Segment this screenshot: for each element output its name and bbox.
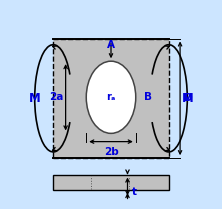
Bar [53,38,169,158]
Text: 2a: 2a [49,92,63,102]
Text: M: M [29,92,41,105]
Bar [53,175,169,190]
Text: A: A [107,40,115,50]
Text: M: M [181,92,193,105]
Text: D: D [184,93,193,103]
Ellipse shape [86,61,136,133]
Text: B: B [144,92,152,102]
Text: t: t [132,187,137,197]
Text: 2b: 2b [104,147,118,157]
Text: rₐ: rₐ [106,92,116,102]
